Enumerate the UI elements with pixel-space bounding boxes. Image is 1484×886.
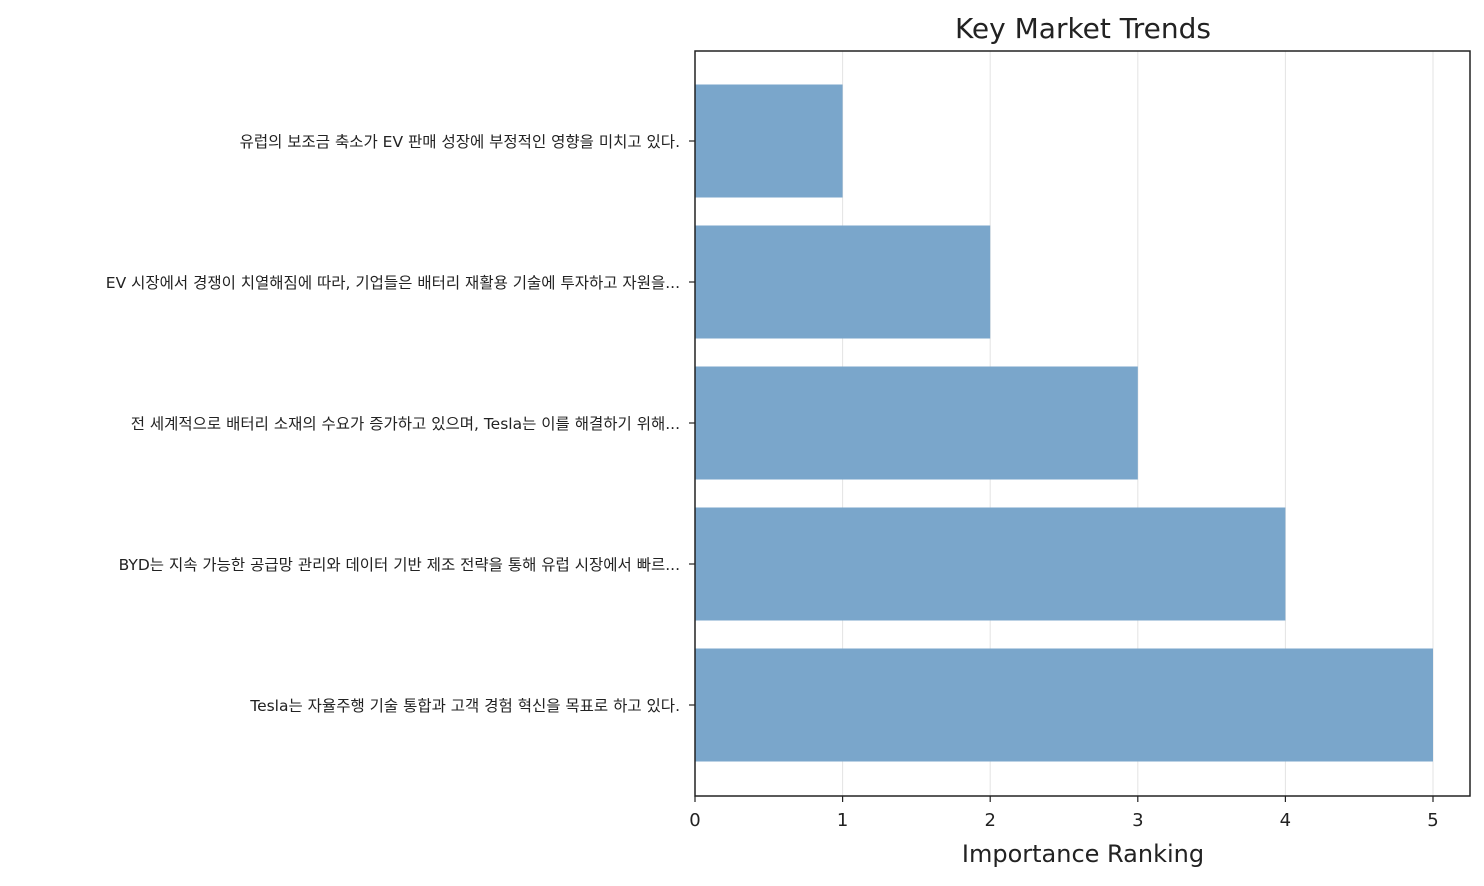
category-label-4: BYD는 지속 가능한 공급망 관리와 데이터 기반 제조 전략을 통해 유럽 … (119, 556, 680, 574)
bar-layer (695, 84, 1433, 762)
category-label-5: Tesla는 자율주행 기술 통합과 고객 경험 혁신을 목표로 하고 있다. (249, 697, 680, 715)
x-tick-label: 5 (1427, 810, 1438, 831)
y-axis-ticks: 유럽의 보조금 축소가 EV 판매 성장에 부정적인 영향을 미치고 있다. EV… (106, 133, 695, 715)
bar-1 (695, 84, 843, 198)
bar-4 (695, 507, 1286, 621)
category-label-2: EV 시장에서 경쟁이 치열해짐에 따라, 기업들은 배터리 재활용 기술에 투… (106, 274, 680, 292)
chart-title: Key Market Trends (955, 12, 1211, 45)
x-axis-ticks: 0 1 2 3 4 5 (689, 796, 1439, 831)
x-tick-label: 1 (837, 810, 848, 831)
x-tick-label: 2 (984, 810, 995, 831)
category-label-1: 유럽의 보조금 축소가 EV 판매 성장에 부정적인 영향을 미치고 있다. (240, 133, 680, 151)
category-label-3: 전 세계적으로 배터리 소재의 수요가 증가하고 있으며, Tesla는 이를 … (131, 415, 680, 433)
x-axis-label: Importance Ranking (962, 840, 1204, 868)
x-tick-label: 3 (1132, 810, 1143, 831)
bar-5 (695, 648, 1433, 762)
x-tick-label: 4 (1280, 810, 1291, 831)
bar-3 (695, 366, 1138, 480)
bar-2 (695, 225, 991, 339)
x-tick-label: 0 (689, 810, 700, 831)
